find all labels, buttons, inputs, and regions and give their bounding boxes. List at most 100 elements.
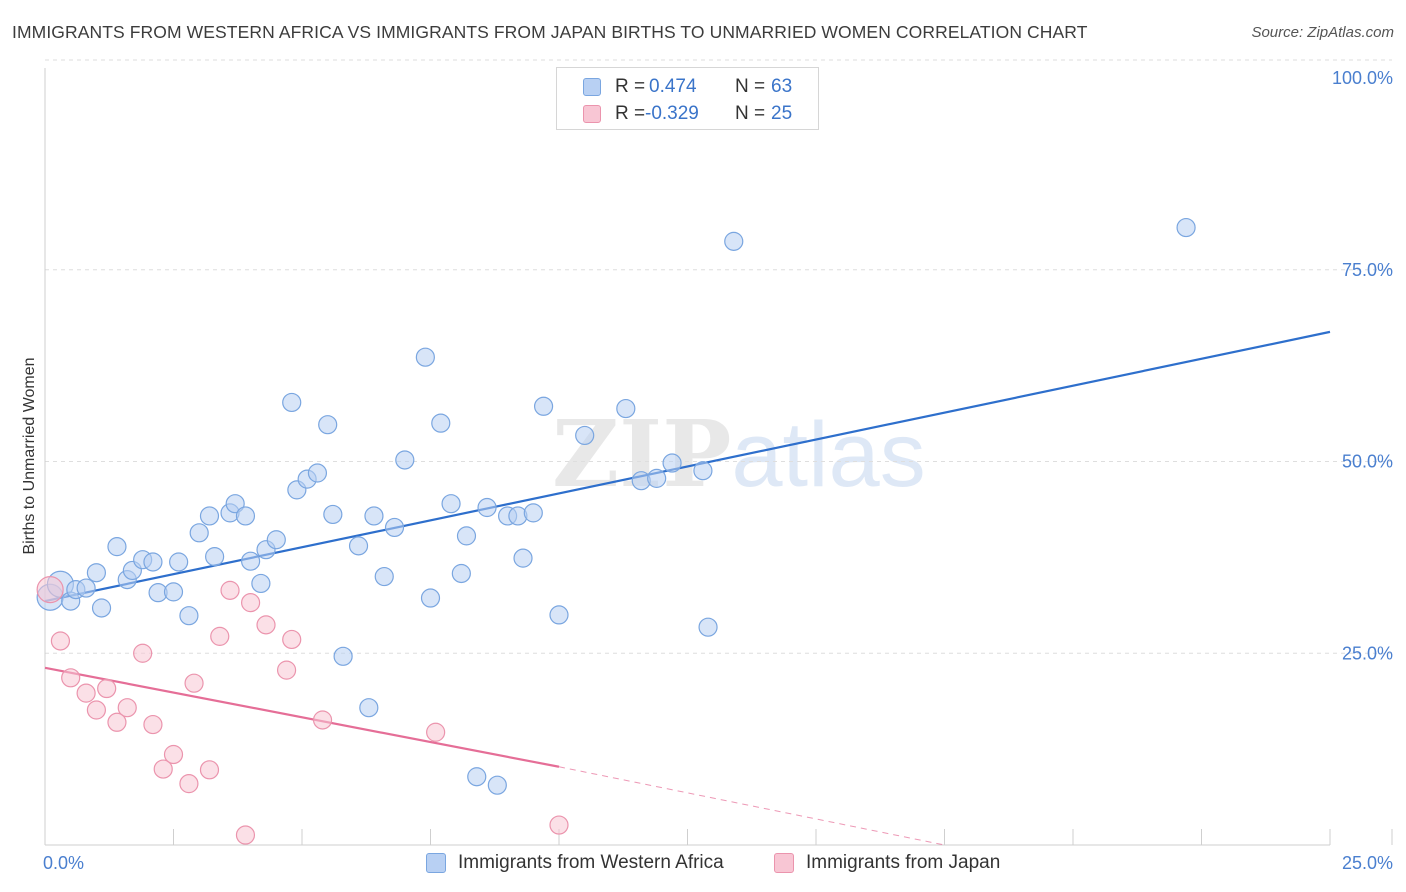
trend-line-japan-extrapolated <box>558 766 945 846</box>
x-tick-label: 0.0% <box>43 853 84 873</box>
x-tick-label: 25.0% <box>1342 853 1393 873</box>
legend-label-western-africa: Immigrants from Western Africa <box>458 852 724 873</box>
data-point-japan <box>256 615 276 635</box>
y-tick-label: 75.0% <box>1342 260 1393 280</box>
data-point-western-africa <box>307 463 328 483</box>
data-point-western-africa <box>241 551 261 571</box>
data-point-japan <box>163 744 184 765</box>
data-point-japan <box>312 710 333 730</box>
data-point-japan <box>199 760 220 780</box>
data-point-western-africa <box>199 506 220 526</box>
data-point-japan <box>549 815 569 835</box>
data-point-western-africa <box>163 582 184 602</box>
data-point-western-africa <box>143 552 163 572</box>
source-credit: Source: ZipAtlas.com <box>1251 24 1394 41</box>
data-point-japan <box>133 643 153 663</box>
data-point-japan <box>97 678 117 699</box>
data-point-japan <box>282 629 302 650</box>
data-point-western-africa <box>384 517 405 538</box>
data-point-western-africa <box>189 523 209 543</box>
legend-swatch-blue <box>426 853 446 873</box>
data-point-western-africa <box>616 398 636 419</box>
axes <box>44 68 1393 846</box>
data-point-japan <box>153 759 173 779</box>
y-tick-label: 50.0% <box>1342 452 1393 472</box>
data-point-western-africa <box>575 425 595 446</box>
data-point-western-africa <box>318 415 338 435</box>
legend-r-value: -0.329 <box>645 103 699 124</box>
data-point-western-africa <box>251 573 271 594</box>
data-point-japan <box>50 631 71 651</box>
data-point-western-africa <box>364 506 384 526</box>
data-point-western-africa <box>431 413 451 433</box>
data-point-western-africa <box>1176 217 1196 238</box>
grid-lines <box>45 59 1392 654</box>
data-point-western-africa <box>282 392 302 413</box>
data-point-western-africa <box>323 504 343 525</box>
series-western-africa-points <box>36 217 1196 795</box>
data-point-japan <box>179 774 199 794</box>
data-point-japan <box>107 712 127 732</box>
data-point-western-africa <box>374 566 394 587</box>
data-point-japan <box>184 673 204 693</box>
data-point-western-africa <box>76 578 96 598</box>
data-point-western-africa <box>395 450 415 470</box>
data-point-western-africa <box>477 497 497 518</box>
data-point-western-africa <box>348 536 369 556</box>
data-point-western-africa <box>169 552 189 572</box>
data-point-western-africa <box>205 547 225 567</box>
data-point-japan <box>36 575 64 604</box>
legend-r-label: R = <box>615 103 646 124</box>
data-point-western-africa <box>333 646 353 666</box>
data-point-western-africa <box>266 530 286 550</box>
data-point-western-africa <box>698 617 718 637</box>
data-point-western-africa <box>415 347 435 367</box>
data-point-western-africa <box>107 537 127 557</box>
data-point-western-africa <box>225 494 245 514</box>
data-point-western-africa <box>523 503 543 523</box>
y-tick-label: 100.0% <box>1332 68 1393 88</box>
data-point-western-africa <box>487 775 507 795</box>
data-point-western-africa <box>508 506 528 526</box>
data-point-japan <box>86 700 107 720</box>
data-point-western-africa <box>420 588 441 608</box>
data-point-japan <box>276 660 297 680</box>
data-point-western-africa <box>513 548 533 568</box>
legend-swatch-pink <box>774 853 794 873</box>
trend-line-japan <box>44 666 560 768</box>
legend-r-label: R = <box>615 76 646 97</box>
data-point-western-africa <box>533 396 554 416</box>
correlation-legend: R = 0.474 N = 63 R = -0.329 N = 25 <box>556 67 819 130</box>
data-point-japan <box>426 722 446 742</box>
data-point-western-africa <box>91 598 112 618</box>
data-point-western-africa <box>693 461 713 481</box>
data-point-western-africa <box>441 494 461 514</box>
data-point-western-africa <box>724 231 744 251</box>
data-point-western-africa <box>179 606 199 626</box>
data-point-western-africa <box>647 468 667 488</box>
legend-swatch-blue <box>583 78 601 96</box>
data-point-japan <box>61 668 81 688</box>
legend-r-value: 0.474 <box>649 76 697 97</box>
legend-n-label: N = <box>735 103 766 124</box>
data-point-western-africa <box>86 563 107 583</box>
legend-label-japan: Immigrants from Japan <box>806 852 1001 873</box>
legend-n-label: N = <box>735 76 766 97</box>
y-tick-label: 25.0% <box>1342 643 1393 663</box>
legend-swatch-pink <box>583 105 601 123</box>
data-point-western-africa <box>549 605 569 625</box>
trend-line-western-africa <box>44 330 1331 603</box>
data-point-japan <box>76 683 96 703</box>
legend-n-value: 25 <box>771 103 793 124</box>
data-point-japan <box>143 714 163 735</box>
series-japan-points <box>36 575 569 845</box>
data-point-western-africa <box>359 698 379 718</box>
data-point-western-africa <box>451 563 471 584</box>
data-point-japan <box>235 825 256 845</box>
data-point-japan <box>220 580 240 600</box>
y-axis-label: Births to Unmarried Women <box>21 357 38 554</box>
data-point-japan <box>241 593 261 613</box>
data-point-western-africa <box>456 526 477 546</box>
tick-labels: 25.0% 50.0% 75.0% 100.0% 0.0% 25.0% <box>43 68 1393 873</box>
